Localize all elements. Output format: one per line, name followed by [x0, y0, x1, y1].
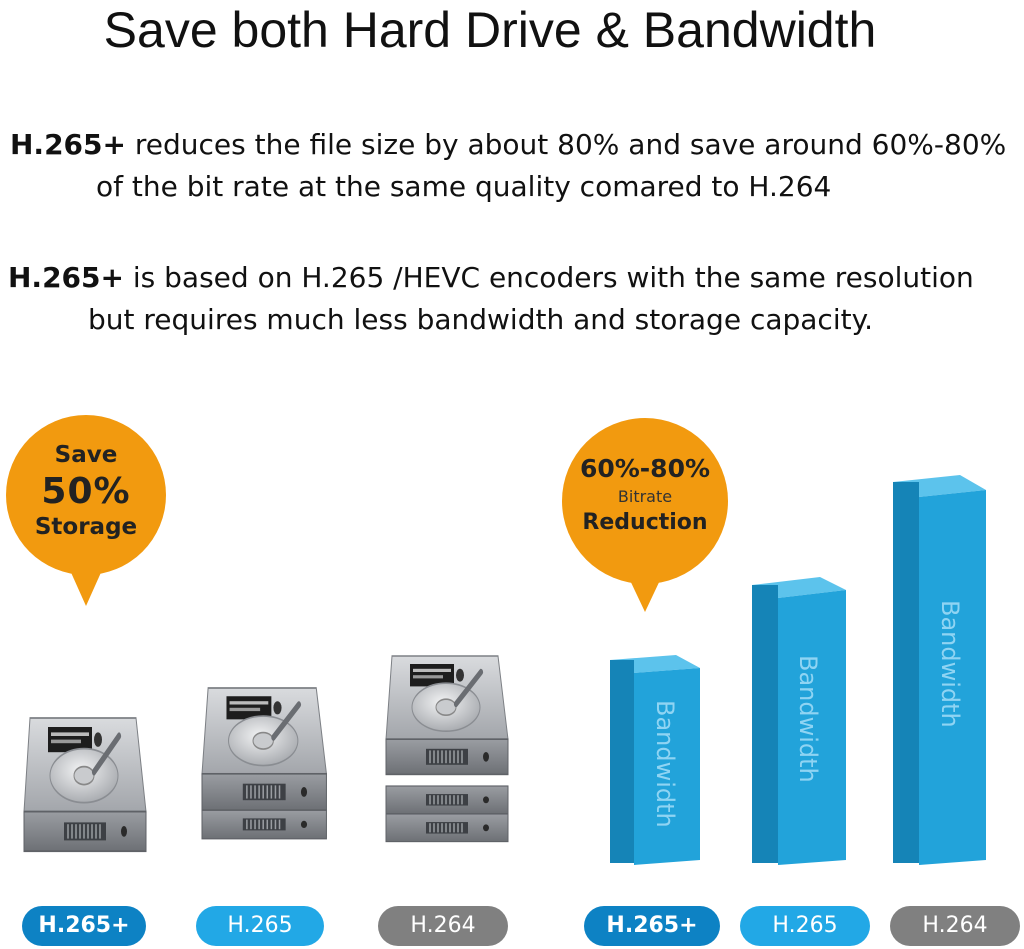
description-paragraph-1: H.265+ reduces the file size by about 80…	[0, 124, 1024, 208]
bitrate-bubble-pointer	[628, 576, 662, 612]
paragraph-2-line-1-text: is based on H.265 /HEVC encoders with th…	[123, 261, 974, 294]
hard-drive-icon	[202, 688, 326, 840]
hard-drive-icon	[24, 718, 146, 851]
codec-name-bold: H.265+	[8, 261, 124, 294]
bandwidth-bar-h264	[893, 475, 986, 865]
codec-name-bold: H.265+	[10, 128, 126, 161]
storage-savings-bubble: Save 50% Storage	[6, 415, 166, 575]
paragraph-1-line-1: H.265+ reduces the file size by about 80…	[0, 124, 1024, 166]
bandwidth-bar-label: Bandwidth	[651, 700, 679, 828]
bitrate-bubble-line-3: Reduction	[582, 510, 708, 535]
storage-label-h264: H.264	[378, 906, 508, 946]
bandwidth-bar-h265plus	[610, 655, 700, 865]
bitrate-bubble-line-1: 60%-80%	[579, 454, 711, 483]
paragraph-2-line-1: H.265+ is based on H.265 /HEVC encoders …	[0, 257, 1024, 299]
page-title: Save both Hard Drive & Bandwidth	[103, 2, 877, 58]
bandwidth-bar-label: Bandwidth	[794, 655, 822, 783]
bitrate-bubble-line-2: Bitrate	[617, 487, 673, 506]
bandwidth-label-h265plus: H.265+	[584, 906, 720, 946]
bitrate-reduction-bubble: 60%-80% Bitrate Reduction	[562, 418, 728, 584]
bandwidth-bar-h265	[752, 577, 846, 865]
bandwidth-bar-label: Bandwidth	[936, 600, 964, 728]
storage-bubble-line-2: 50%	[41, 471, 131, 512]
storage-bubble-pointer	[69, 568, 103, 606]
description-paragraph-2: H.265+ is based on H.265 /HEVC encoders …	[0, 257, 1024, 341]
paragraph-1-line-1-text: reduces the file size by about 80% and s…	[125, 128, 1007, 161]
bandwidth-label-h265: H.265	[740, 906, 870, 946]
storage-bubble-line-1: Save	[54, 442, 118, 468]
paragraph-1-line-2: of the bit rate at the same quality coma…	[96, 170, 832, 203]
bandwidth-label-h264: H.264	[890, 906, 1020, 946]
paragraph-2-line-2: but requires much less bandwidth and sto…	[88, 303, 874, 336]
storage-bubble-line-3: Storage	[34, 514, 138, 540]
storage-label-h265: H.265	[196, 906, 324, 946]
hard-drive-icon	[386, 656, 508, 843]
storage-label-h265plus: H.265+	[22, 906, 146, 946]
